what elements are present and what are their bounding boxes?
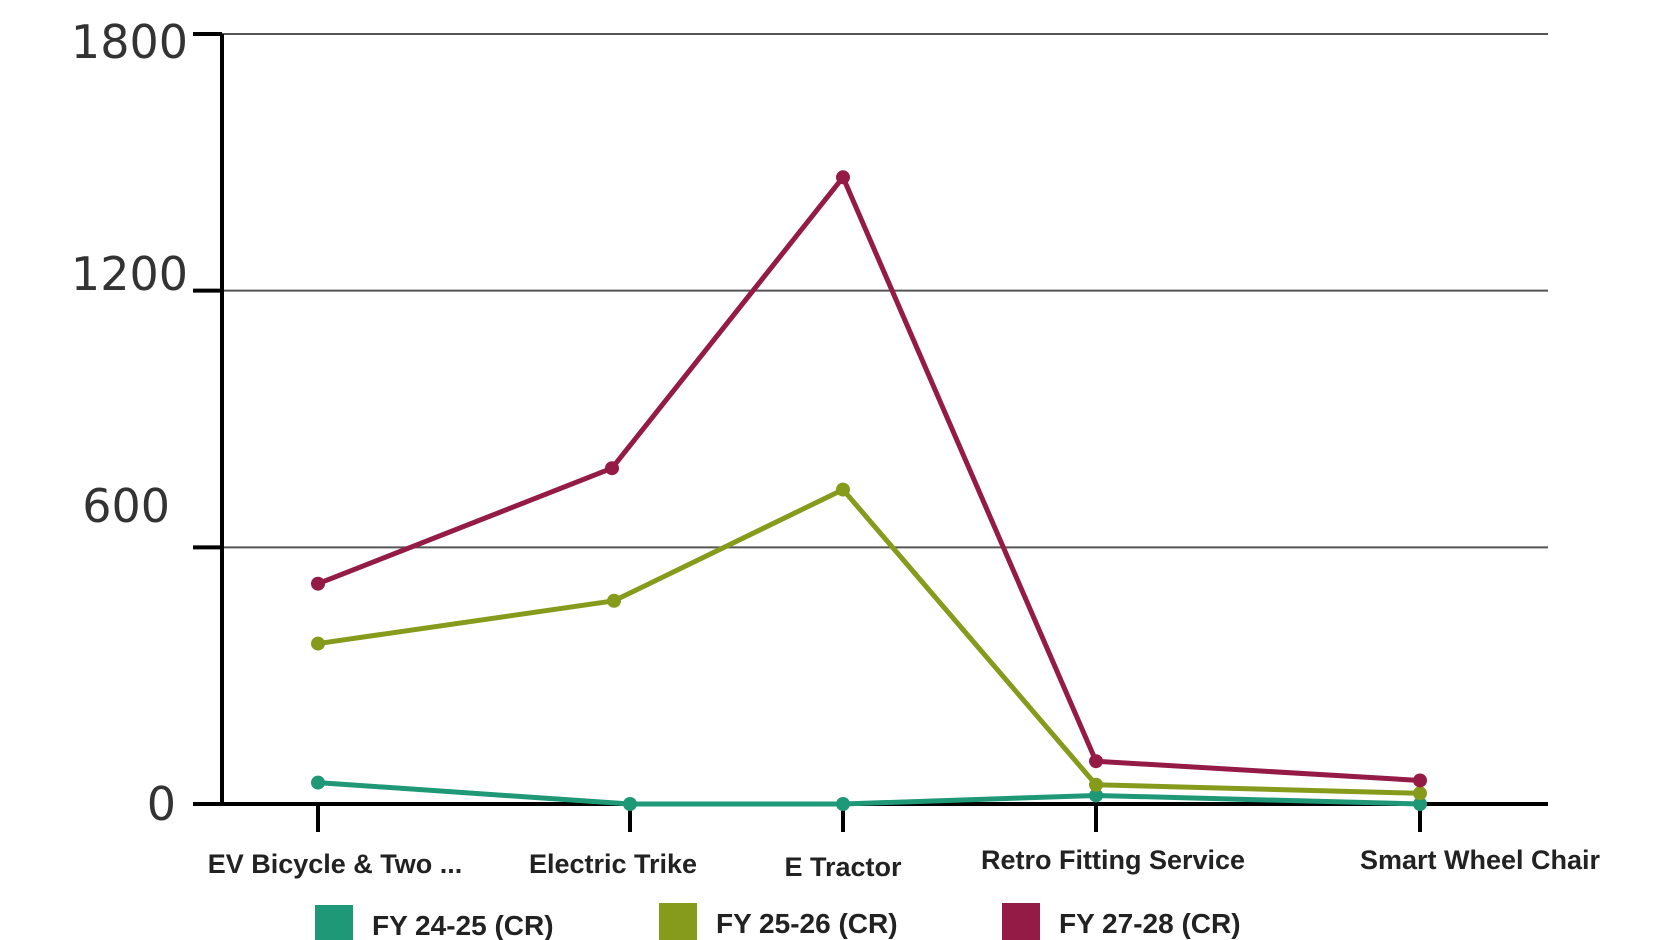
x-tick-label: EV Bicycle & Two ... [208,849,463,879]
legend-swatch [1002,903,1040,940]
series-lines [311,170,1427,811]
series-3 [311,170,1427,788]
legend-swatch [659,903,697,940]
data-point [1413,786,1427,801]
y-tick-label: 0 [147,777,176,831]
y-tick-label: 1800 [71,15,188,69]
legend-swatch [315,905,353,940]
legend-item: FY 25-26 (CR) [659,903,898,940]
series-1 [311,775,1427,811]
x-tick-label: Smart Wheel Chair [1360,845,1601,875]
y-tick-label: 1200 [71,247,188,301]
data-point [311,636,325,651]
data-point [623,797,637,811]
y-axis-ticks: 1800 1200 600 0 [71,15,188,831]
y-tick-label: 600 [82,479,170,533]
legend-label: FY 27-28 (CR) [1059,908,1241,939]
data-point [605,461,619,476]
legend-item: FY 27-28 (CR) [1002,903,1241,940]
data-point [1089,754,1103,769]
data-point [311,775,325,790]
legend-label: FY 25-26 (CR) [716,908,898,939]
x-tick-label: Retro Fitting Service [981,845,1245,875]
axes [193,32,1548,832]
data-point [1413,773,1427,788]
data-point [836,797,850,811]
legend-item: FY 24-25 (CR) [315,905,554,940]
data-point [311,576,325,591]
data-point [836,482,850,497]
x-tick-label: E Tractor [784,852,902,882]
series-line [317,174,1421,783]
x-tick-label: Electric Trike [529,849,697,879]
gridlines [222,33,1548,549]
series-2 [311,482,1427,801]
data-point [607,593,621,608]
legend: FY 24-25 (CR) FY 25-26 (CR) FY 27-28 (CR… [315,903,1241,940]
data-point [1089,777,1103,792]
series-line [317,487,1421,796]
x-axis-ticks: EV Bicycle & Two ... Electric Trike E Tr… [208,845,1601,882]
data-point [836,170,850,185]
series-line [317,780,1421,807]
data-point [1089,788,1103,803]
legend-label: FY 24-25 (CR) [372,910,554,940]
data-point [1413,797,1427,811]
